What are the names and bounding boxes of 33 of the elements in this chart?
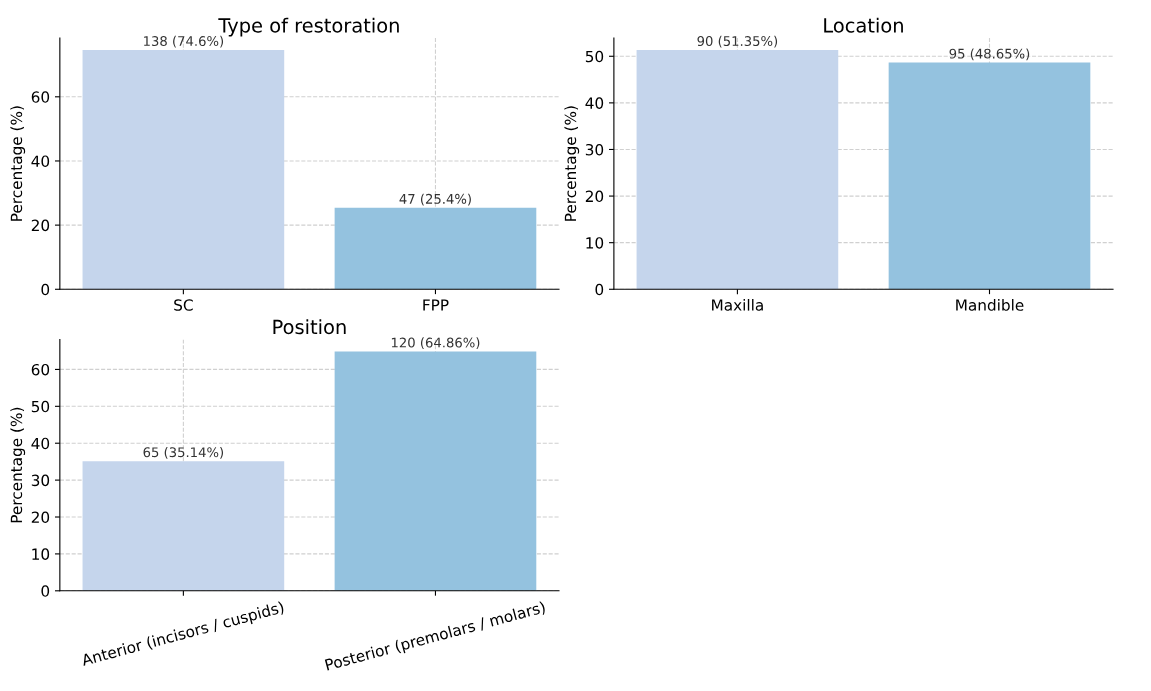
data-label: 47 (25.4%) [399,193,471,206]
data-label: 138 (74.6%) [144,35,224,48]
y-tick-label: 0 [595,283,604,296]
y-tick-label: 10 [32,548,50,560]
y-axis-title: Percentage (%) [10,106,26,221]
y-tick-label: 30 [31,474,50,487]
y-tick-label: 50 [585,50,604,63]
y-tick-label: 60 [31,363,50,376]
y-tick-label: 30 [585,143,604,156]
chart-title: Type of restoration [218,17,399,37]
x-tick-label: SC [174,299,193,311]
y-tick-label: 20 [31,511,50,524]
x-tick-label: Mandible [956,299,1024,311]
y-tick-label: 20 [585,190,604,203]
y-tick-label: 0 [41,585,50,597]
data-label: 120 (64.86%) [391,337,480,350]
y-axis-title: Percentage (%) [564,106,580,221]
x-tick-label: Maxilla [712,299,763,311]
y-tick-label: 60 [31,91,50,103]
y-tick-label: 10 [586,237,604,249]
data-label: 90 (51.35%) [697,35,778,48]
y-tick-label: 20 [31,219,50,232]
data-label: 65 (35.14%) [143,447,224,459]
y-tick-label: 50 [31,400,50,413]
y-tick-label: 0 [41,283,50,296]
chart-title: Position [273,319,346,335]
data-label: 95 (48.65%) [949,48,1030,61]
y-axis-title: Percentage (%) [10,407,26,523]
chart-title: Location [824,17,903,33]
x-tick-label: FPP [423,299,449,311]
y-tick-label: 40 [585,97,604,109]
y-tick-label: 40 [31,155,50,167]
y-tick-label: 40 [31,437,50,450]
